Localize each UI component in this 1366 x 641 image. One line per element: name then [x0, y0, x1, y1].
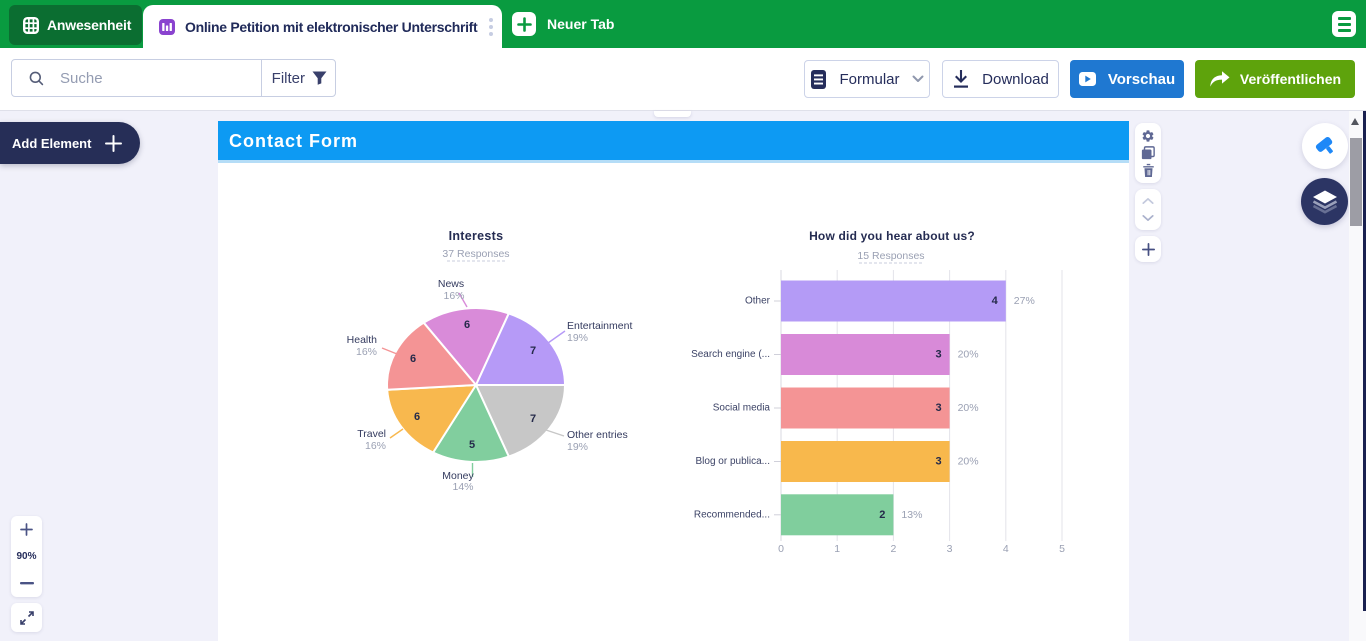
- svg-text:37 Responses: 37 Responses: [442, 248, 509, 260]
- svg-text:0: 0: [778, 543, 784, 555]
- svg-text:Other entries: Other entries: [567, 429, 628, 441]
- svg-text:7: 7: [530, 345, 536, 357]
- svg-text:6: 6: [414, 411, 420, 423]
- svg-text:Recommended...: Recommended...: [694, 509, 770, 520]
- svg-text:19%: 19%: [567, 441, 588, 453]
- svg-text:3: 3: [935, 456, 941, 468]
- svg-text:Other: Other: [745, 296, 771, 307]
- svg-text:7: 7: [530, 413, 536, 425]
- svg-text:Money: Money: [442, 470, 474, 482]
- svg-text:Social media: Social media: [713, 403, 771, 414]
- svg-text:Blog or publica...: Blog or publica...: [696, 456, 771, 467]
- svg-text:19%: 19%: [567, 332, 588, 344]
- svg-text:3: 3: [935, 349, 941, 361]
- svg-text:How did you hear about us?: How did you hear about us?: [809, 229, 975, 243]
- svg-text:20%: 20%: [958, 402, 979, 414]
- svg-text:4: 4: [992, 295, 999, 307]
- svg-text:2: 2: [879, 509, 885, 521]
- svg-text:Health: Health: [347, 334, 378, 346]
- svg-text:13%: 13%: [901, 509, 922, 521]
- svg-text:6: 6: [464, 319, 470, 331]
- svg-text:15 Responses: 15 Responses: [857, 250, 924, 262]
- svg-text:3: 3: [947, 543, 953, 555]
- svg-text:16%: 16%: [365, 440, 386, 452]
- svg-text:News: News: [438, 278, 464, 290]
- svg-text:Entertainment: Entertainment: [567, 320, 632, 332]
- svg-text:4: 4: [1003, 543, 1009, 555]
- svg-text:3: 3: [935, 402, 941, 414]
- svg-text:16%: 16%: [443, 290, 464, 302]
- svg-text:20%: 20%: [958, 349, 979, 361]
- svg-text:5: 5: [469, 439, 475, 451]
- svg-text:27%: 27%: [1014, 295, 1035, 307]
- svg-text:2: 2: [890, 543, 896, 555]
- svg-text:14%: 14%: [452, 481, 473, 493]
- svg-text:16%: 16%: [356, 346, 377, 358]
- svg-text:1: 1: [834, 543, 840, 555]
- svg-text:Interests: Interests: [449, 229, 504, 243]
- svg-text:6: 6: [410, 353, 416, 365]
- svg-text:Search engine (...: Search engine (...: [691, 349, 770, 360]
- svg-text:Travel: Travel: [357, 428, 386, 440]
- svg-text:5: 5: [1059, 543, 1065, 555]
- svg-text:20%: 20%: [958, 456, 979, 468]
